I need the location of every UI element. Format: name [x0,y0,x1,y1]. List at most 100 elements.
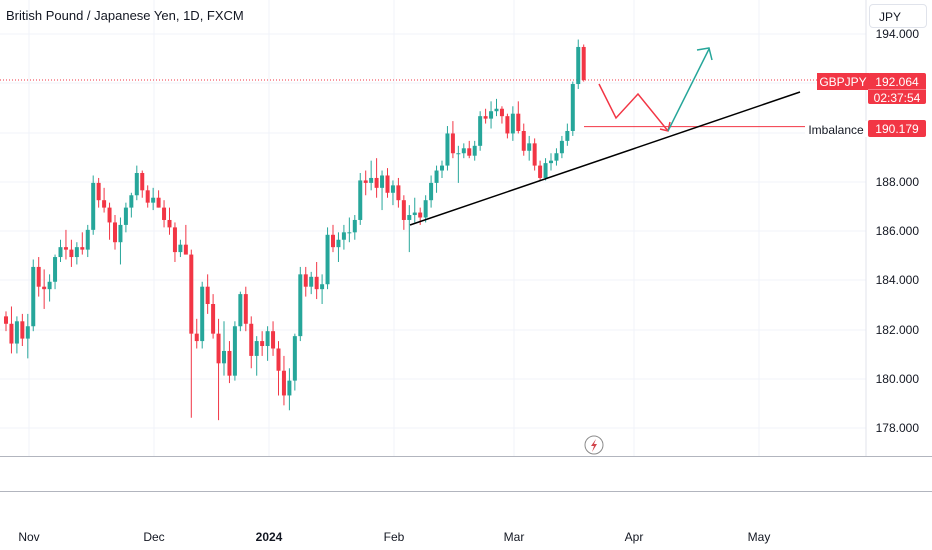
candle-body [53,257,58,282]
candle-body [505,116,510,134]
candle-body [532,143,537,166]
x-tick-label: 2024 [256,530,283,544]
candle-body [14,321,19,344]
candle-body [238,294,243,327]
candle-body [74,247,79,258]
candle-body [227,350,232,376]
candle-body [309,276,314,287]
candle-body [478,116,483,146]
candle-body [369,177,374,183]
candle-body [4,316,8,324]
chart-title: British Pound / Japanese Yen, 1D, FXCM [6,8,244,23]
candle-body [200,286,205,342]
candle-body [336,239,341,248]
candle-body [325,234,330,285]
candle-body [543,163,548,178]
candle-body [189,254,194,334]
x-tick-label: Nov [18,530,39,544]
candle-body [303,274,308,287]
candle-body [183,244,188,255]
candle-body [298,274,303,337]
candle-body [167,219,172,228]
trendline [409,91,801,226]
candle-body [554,153,559,161]
candle-body [63,247,68,250]
candle-body [576,46,581,85]
candle-body [9,323,14,344]
candle-body [47,281,52,290]
candle-body [549,160,553,164]
candle-body [113,222,117,243]
candle-body [320,284,325,290]
projection-path-up [667,48,710,132]
candle-body [352,219,357,233]
candle-body [36,266,41,287]
candle-body [222,350,226,364]
projection-arrowhead-up [696,47,713,61]
candle-body [341,232,346,240]
imbalance-price-label: 190.179 [868,120,926,137]
candle-body [499,108,504,117]
candle-body [538,165,543,178]
candle-body [216,333,221,364]
candle-body [254,341,259,356]
candle-body [162,207,167,220]
candle-body [276,348,281,371]
y-tick-label: 194.000 [876,27,920,41]
candle-body [314,276,319,290]
candle-body [107,207,112,223]
symbol-price-label: GBPJPY [817,73,869,90]
candle-body [521,130,526,151]
candle-body [570,84,575,131]
y-tick-label: 182.000 [876,323,920,337]
candle-body [374,177,379,188]
candle-body [31,266,36,327]
candle-body [129,195,134,208]
candle-body [140,173,145,191]
candle-body [271,331,276,349]
candle-body [265,331,270,347]
candle-body [461,148,466,154]
candle-body [401,200,406,220]
candle-body [292,336,297,381]
candle-body [510,113,515,134]
candle-body [102,200,107,208]
candle-body [156,197,161,208]
candle-body [412,212,417,216]
candle-body [85,229,90,250]
candle-body [434,170,439,183]
candle-body [249,323,254,356]
lightning-icon [591,439,597,452]
candle-body [429,182,434,201]
y-tick-label: 184.000 [876,273,920,287]
last-price-label: 192.064 [868,73,926,89]
x-tick-label: Feb [384,530,405,544]
candle-body [565,130,570,141]
candle-body [80,247,85,250]
candle-body [145,190,150,203]
currency-button[interactable]: JPY [869,4,927,28]
candle-body [527,143,532,151]
candle-body [211,304,216,334]
candle-body [456,153,461,155]
candle-body [91,182,96,230]
candle-body [380,175,385,188]
candle-body [418,212,423,218]
x-tick-label: Dec [143,530,164,544]
candle-body [123,207,128,225]
y-tick-label: 186.000 [876,224,920,238]
candle-body [58,247,63,258]
candle-body [347,232,352,234]
candle-body [243,294,248,324]
candle-body [467,148,472,156]
x-tick-label: Mar [504,530,525,544]
candle-body [516,113,521,131]
candle-body [194,333,199,342]
candle-body [483,116,488,119]
candle-body [423,200,428,218]
y-tick-label: 178.000 [876,421,920,435]
y-tick-label: 188.000 [876,175,920,189]
projection-path-down [598,83,669,132]
candle-body [42,286,47,290]
